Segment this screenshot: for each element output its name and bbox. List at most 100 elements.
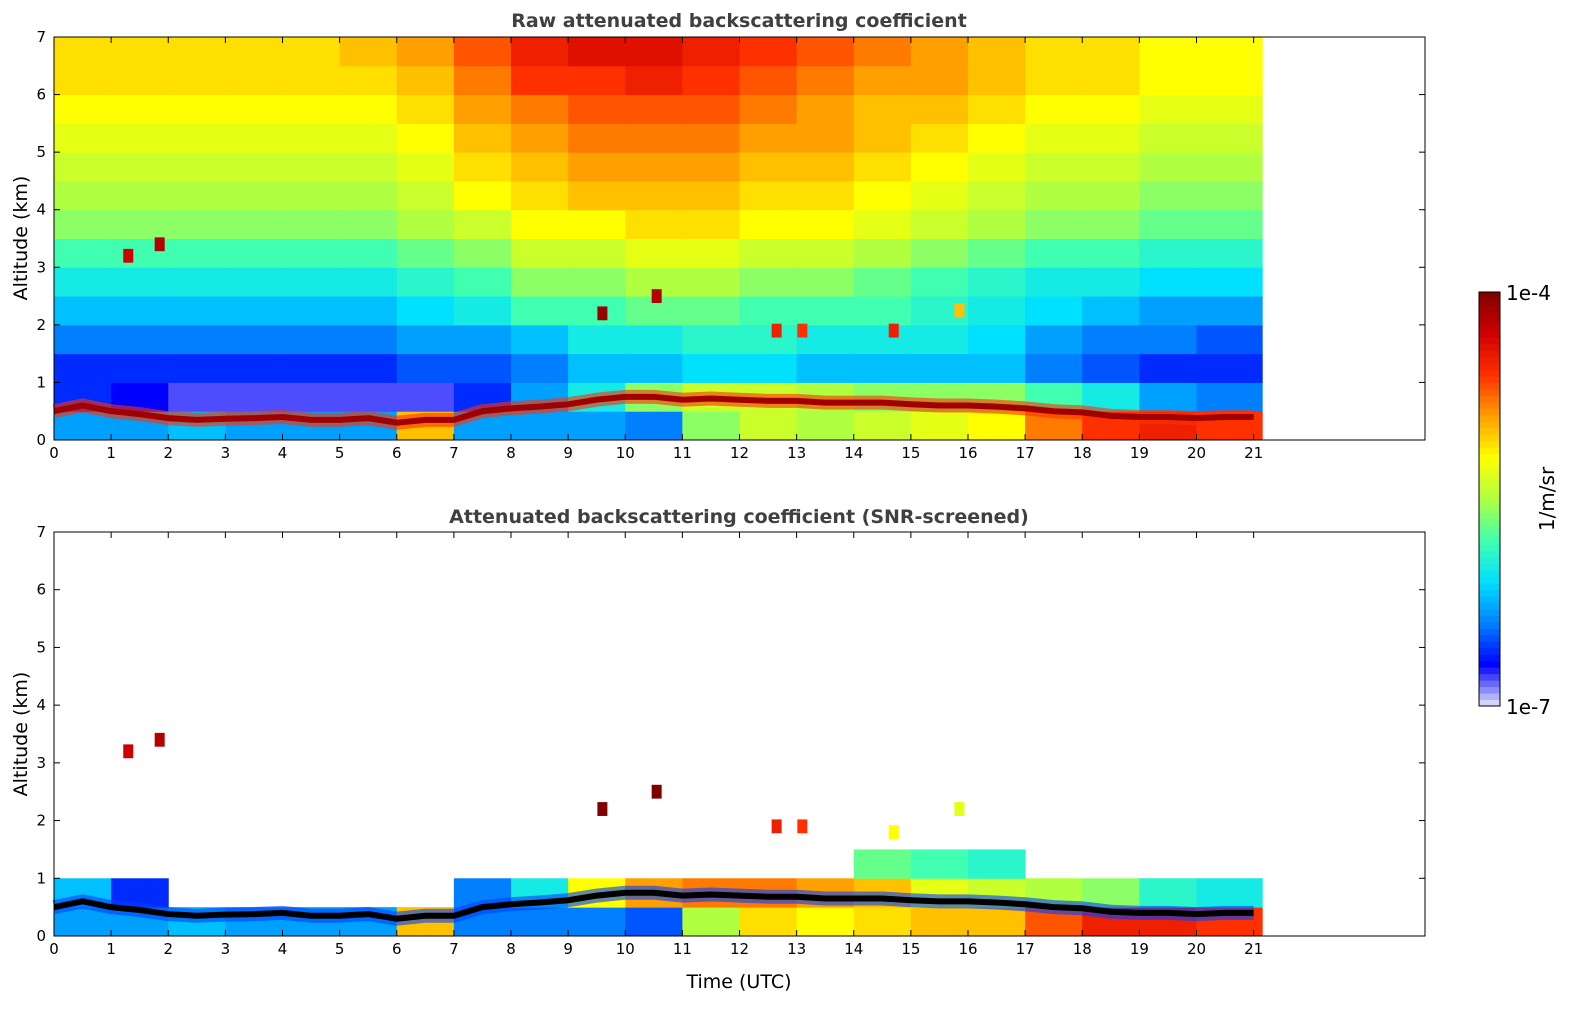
heatmap-cell: [625, 37, 683, 67]
heatmap-cell: [568, 65, 626, 96]
x-axis-label: Time (UTC): [685, 971, 791, 993]
heatmap-cell: [225, 94, 283, 124]
y-tick-label: 4: [36, 201, 46, 219]
heatmap-cell: [1025, 324, 1083, 355]
heatmap-cell: [111, 65, 169, 96]
aerosol-layer-top-line: [53, 393, 1254, 426]
heatmap-cell: [1139, 180, 1197, 211]
cloud-feature: [954, 802, 965, 816]
x-tick-label: 5: [335, 940, 345, 958]
screened-backscatter-panel: Attenuated backscattering coefficient (S…: [10, 506, 1426, 993]
y-tick-label: 6: [36, 581, 46, 599]
x-tick-label: 5: [335, 444, 345, 462]
heatmap-cell: [54, 152, 112, 182]
colorbar-segment: [1479, 292, 1500, 299]
heatmap-cell: [339, 353, 398, 383]
heatmap-cell: [111, 37, 169, 67]
heatmap-cell: [168, 123, 226, 153]
heatmap-cell: [168, 267, 226, 297]
colorbar-segment: [1479, 376, 1500, 384]
heatmap-cell: [282, 353, 341, 383]
heatmap-cell: [853, 152, 912, 182]
heatmap-cell: [853, 180, 912, 211]
x-tick-label: 14: [844, 940, 863, 958]
colorbar: 1e-4 1e-7 1/m/sr: [1478, 281, 1559, 719]
heatmap-cell: [168, 353, 226, 383]
heatmap-cell: [453, 152, 512, 182]
heatmap-cell: [453, 296, 512, 326]
heatmap-cell: [796, 353, 855, 383]
heatmap-cell: [1025, 65, 1083, 96]
cloud-feature: [597, 802, 608, 816]
colorbar-segment: [1479, 531, 1500, 539]
heatmap-cell: [396, 324, 455, 355]
colorbar-segment: [1479, 440, 1500, 448]
heatmap-cell: [853, 267, 912, 297]
colorbar-segment: [1479, 421, 1500, 429]
heatmap-cell: [568, 907, 626, 937]
colorbar-segment: [1479, 369, 1500, 377]
heatmap-cell: [1139, 878, 1197, 908]
x-tick-label: 11: [673, 444, 692, 462]
x-tick-label: 0: [49, 444, 59, 462]
heatmap-cell: [396, 353, 455, 383]
heatmap-cell: [625, 152, 683, 182]
heatmap-cell: [796, 907, 855, 937]
x-tick-label: 3: [221, 444, 231, 462]
x-tick-label: 20: [1187, 444, 1206, 462]
colorbar-segment: [1479, 537, 1500, 545]
heatmap-cell: [968, 209, 1026, 239]
colorbar-segment: [1479, 570, 1500, 578]
heatmap-cell: [910, 411, 969, 441]
heatmap-cell: [111, 209, 169, 239]
heatmap-cell: [1025, 353, 1083, 383]
heatmap-cell: [739, 411, 798, 441]
heatmap-cell: [168, 296, 226, 326]
cloud-feature: [797, 819, 808, 834]
heatmap-cell: [282, 152, 341, 182]
colorbar-min-label: 1e-7: [1506, 695, 1551, 719]
colorbar-segment: [1479, 324, 1500, 332]
heatmap-cell: [625, 353, 683, 383]
colorbar-segment: [1479, 382, 1500, 390]
x-tick-label: 12: [730, 940, 749, 958]
heatmap-cell: [396, 123, 455, 153]
heatmap-cell: [739, 209, 798, 239]
heatmap-cell: [968, 324, 1026, 355]
colorbar-segment: [1479, 408, 1500, 416]
heatmap-cell: [568, 152, 626, 182]
x-tick-label: 3: [221, 940, 231, 958]
heatmap-cell: [910, 907, 969, 937]
heatmap-cell: [396, 152, 455, 182]
heatmap-cell: [339, 123, 398, 153]
heatmap-cell: [339, 180, 398, 211]
heatmap-cell: [853, 907, 912, 937]
x-tick-label: 9: [563, 940, 573, 958]
colorbar-segment: [1479, 479, 1500, 487]
heatmap-cell: [739, 123, 798, 153]
heatmap-cell: [54, 324, 112, 355]
heatmap-cell: [453, 353, 512, 383]
heatmap-cell: [968, 37, 1026, 67]
colorbar-segment: [1479, 460, 1500, 468]
x-tick-label: 17: [1016, 444, 1035, 462]
heatmap-cell: [396, 382, 455, 412]
heatmap-cell: [968, 180, 1026, 211]
heatmap-cell: [568, 353, 626, 383]
heatmap-cell: [682, 37, 740, 67]
x-tick-label: 12: [730, 444, 749, 462]
heatmap-cell: [568, 209, 626, 239]
heatmap-cell: [1082, 152, 1140, 182]
colorbar-segment: [1479, 343, 1500, 351]
heatmap-cell: [1025, 94, 1083, 124]
heatmap-cell: [625, 209, 683, 239]
heatmap-cell: [168, 37, 226, 67]
heatmap-cell: [396, 209, 455, 239]
heatmap-cell: [225, 65, 283, 96]
heatmap-cell: [339, 37, 398, 67]
y-tick-label: 2: [36, 316, 46, 334]
heatmap-cell: [111, 296, 169, 326]
heatmap-cell: [168, 180, 226, 211]
heatmap-cell: [910, 65, 969, 96]
